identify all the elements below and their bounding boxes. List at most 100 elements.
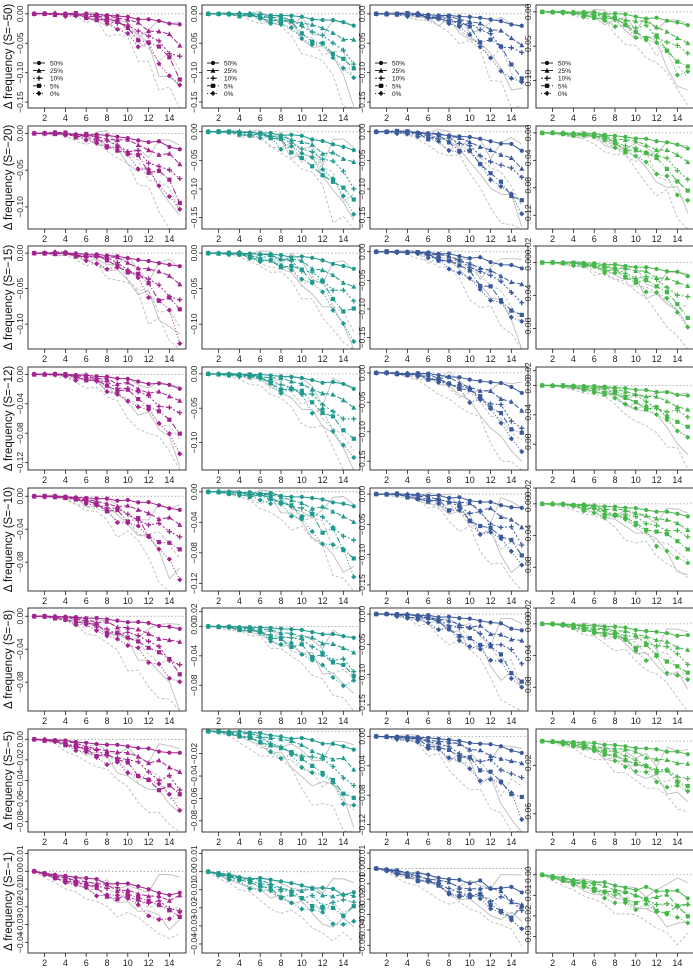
data-point: [674, 407, 680, 413]
panel-r1-c3: 2 4 6 8 10 12 140.00−0.05−0.10−0.1550%25%10%5%…: [357, 4, 529, 123]
reference-line: [208, 129, 355, 167]
data-point: [622, 22, 628, 28]
data-point: [115, 134, 120, 139]
data-point: [320, 138, 325, 144]
data-point: [330, 408, 336, 414]
data-point: [498, 894, 504, 900]
data-point: [125, 387, 130, 392]
data-point: [674, 651, 680, 657]
data-point: [104, 266, 110, 272]
y-tick-label: −0.05: [15, 278, 25, 300]
data-point: [299, 14, 304, 19]
data-point: [94, 747, 100, 753]
data-point: [436, 251, 442, 257]
data-point: [674, 309, 680, 316]
y-tick-label: −0.04: [523, 404, 533, 426]
y-tick-label: −0.10: [523, 70, 533, 92]
data-point: [384, 370, 390, 376]
data-point: [488, 159, 494, 165]
data-point: [257, 877, 263, 883]
data-point: [136, 500, 141, 505]
legend-marker: [378, 83, 384, 88]
x-tick-label: 2: [216, 958, 221, 968]
reference-line: [542, 503, 689, 561]
data-point: [674, 292, 680, 298]
data-point: [467, 24, 472, 29]
panel-r3-c2: 2 4 6 8 10 12 140.00−0.05−0.10: [189, 245, 361, 364]
data-point: [633, 400, 638, 405]
row-label: Δ frequency (S=−1): [3, 852, 15, 951]
data-point: [612, 145, 618, 151]
data-point: [591, 13, 597, 20]
y-tick-label: −0.10: [357, 178, 367, 200]
data-point: [104, 500, 110, 506]
data-point: [310, 654, 315, 660]
data-point: [205, 869, 211, 875]
x-tick-label: 12: [144, 837, 154, 847]
data-point: [340, 47, 346, 53]
series-line-5%: [376, 371, 522, 434]
x-tick-label: 4: [405, 234, 410, 244]
data-point: [571, 880, 576, 885]
series-line-5%: [542, 11, 689, 67]
data-point: [415, 737, 420, 742]
data-point: [177, 307, 182, 312]
x-tick-label: 4: [405, 113, 410, 123]
data-point: [52, 129, 58, 135]
y-tick-label: −0.05: [15, 159, 25, 181]
data-point: [612, 883, 618, 888]
data-point: [685, 434, 691, 440]
data-point: [622, 516, 628, 522]
data-point: [330, 414, 336, 419]
data-point: [351, 75, 357, 81]
data-point: [330, 777, 336, 783]
data-point: [310, 763, 315, 768]
data-point: [612, 634, 618, 640]
x-tick-label: 6: [592, 475, 597, 485]
data-point: [456, 24, 462, 30]
data-point: [539, 621, 545, 627]
data-point: [257, 738, 263, 745]
data-point: [415, 871, 420, 876]
data-point: [664, 275, 670, 281]
data-point: [310, 39, 315, 44]
data-point: [623, 395, 628, 401]
data-point: [436, 738, 442, 744]
x-tick-label: 8: [612, 234, 617, 244]
data-point: [436, 619, 441, 624]
y-tick-label: −0.08: [15, 671, 25, 693]
data-point: [309, 41, 315, 48]
x-tick-label: 8: [612, 113, 617, 123]
data-point: [415, 739, 421, 745]
y-tick-label: −0.04: [523, 149, 533, 171]
data-point: [426, 499, 431, 504]
data-point: [351, 556, 356, 561]
data-point: [664, 390, 670, 395]
data-point: [436, 373, 441, 378]
data-point: [404, 493, 411, 499]
x-tick-label: 2: [216, 354, 221, 364]
series-line-5%: [208, 373, 355, 440]
data-point: [340, 65, 346, 71]
legend: 50%25%10%5%0%: [207, 61, 237, 98]
data-point: [477, 153, 483, 159]
data-point: [508, 675, 514, 682]
data-point: [309, 269, 315, 275]
data-point: [539, 738, 545, 744]
data-point: [177, 914, 182, 919]
data-point: [570, 263, 577, 269]
data-point: [446, 258, 452, 263]
x-tick-label: 14: [164, 958, 174, 968]
y-tick-label: −0.10: [189, 178, 199, 200]
data-point: [125, 502, 131, 508]
data-point: [519, 198, 524, 203]
data-point: [664, 768, 670, 773]
data-point: [341, 744, 346, 749]
x-tick-label: 2: [550, 113, 555, 123]
data-point: [341, 913, 346, 918]
series-line-5%: [208, 491, 355, 559]
y-tick-label: −0.01: [357, 873, 367, 895]
x-tick-label: 6: [258, 475, 263, 485]
reference-line: [34, 373, 181, 471]
data-point: [612, 136, 618, 141]
